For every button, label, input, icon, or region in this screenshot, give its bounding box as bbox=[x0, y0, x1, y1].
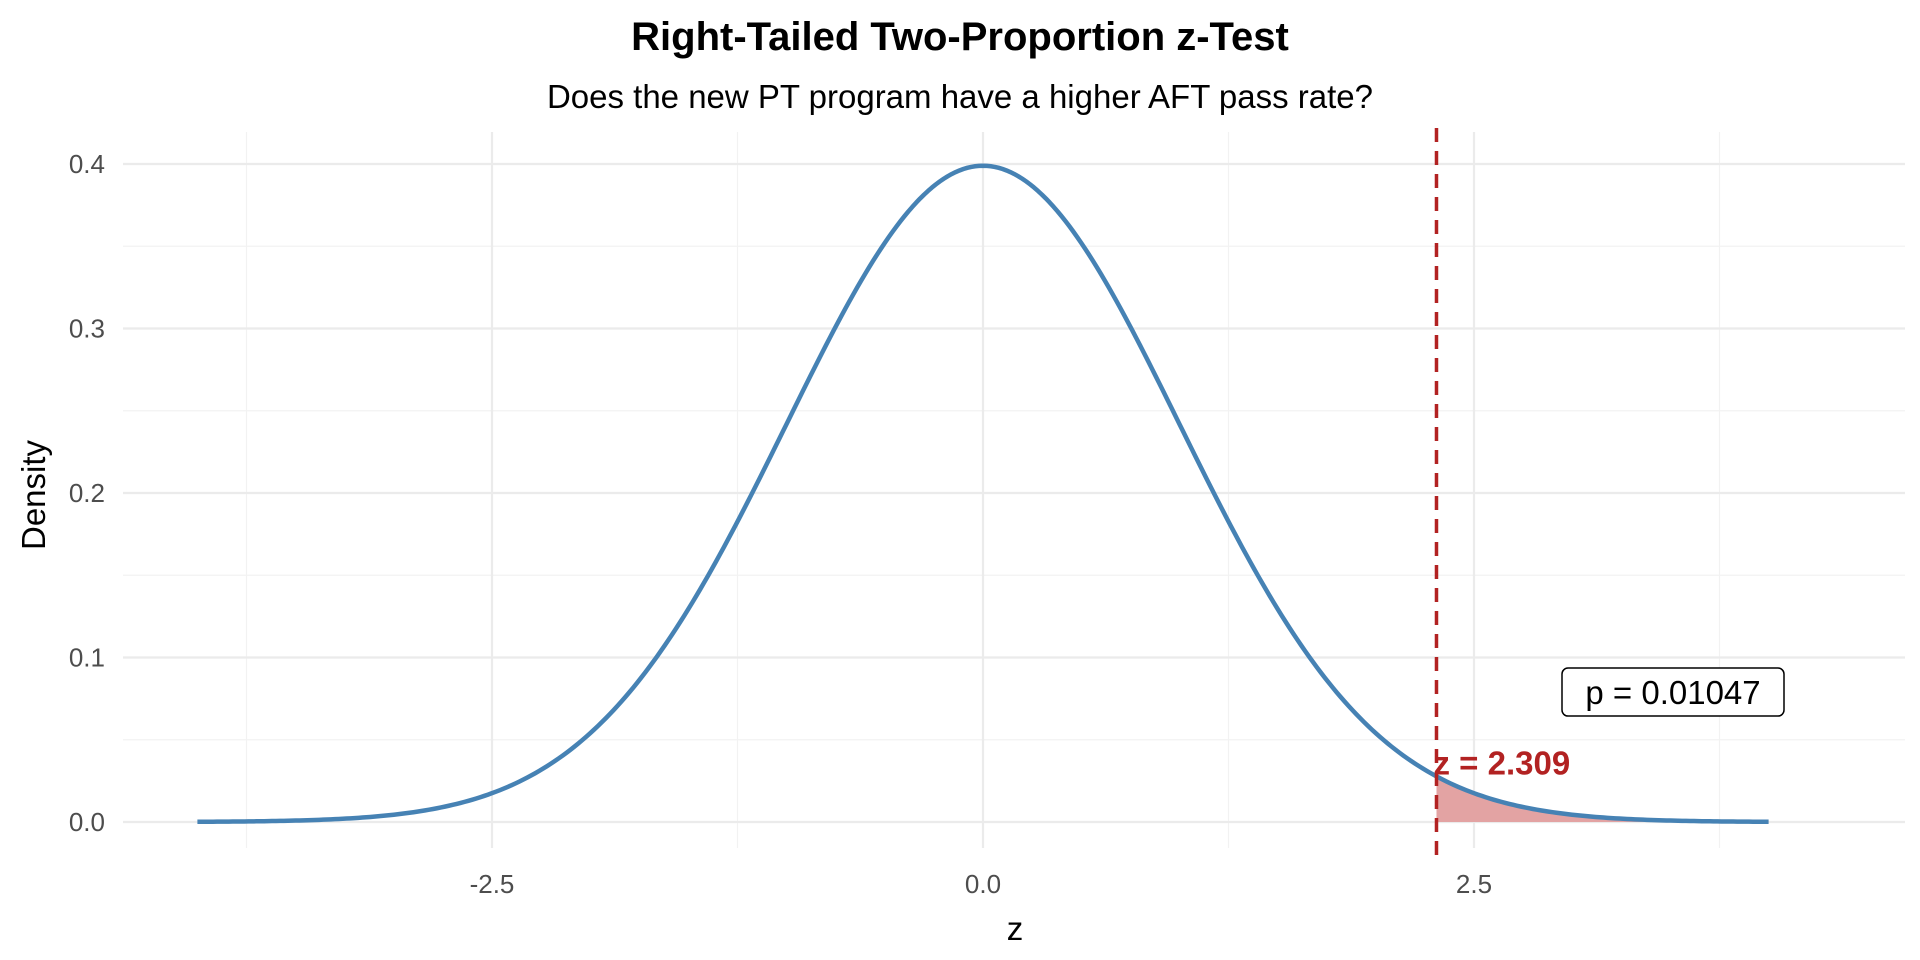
y-tick-label: 0.1 bbox=[69, 643, 105, 673]
y-axis-ticks: 0.0 0.1 0.2 0.3 0.4 bbox=[69, 149, 105, 837]
p-value-box bbox=[1561, 667, 1785, 717]
p-value-label: p = 0.01047 bbox=[1585, 674, 1760, 711]
z-statistic-label: z = 2.309 bbox=[1433, 744, 1570, 781]
x-tick-label: -2.5 bbox=[470, 869, 515, 899]
y-axis-title: Density bbox=[15, 439, 52, 550]
y-tick-label: 0.0 bbox=[69, 807, 105, 837]
y-tick-label: 0.2 bbox=[69, 478, 105, 508]
grid-minor bbox=[123, 132, 1905, 848]
y-tick-label: 0.3 bbox=[69, 314, 105, 344]
x-axis-ticks: -2.5 0.0 2.5 bbox=[470, 869, 1492, 899]
y-tick-label: 0.4 bbox=[69, 149, 105, 179]
chart-title: Right-Tailed Two-Proportion z-Test bbox=[631, 15, 1289, 59]
x-tick-label: 2.5 bbox=[1456, 869, 1492, 899]
density-curve bbox=[197, 163, 1769, 825]
chart-subtitle: Does the new PT program have a higher AF… bbox=[547, 78, 1373, 115]
x-axis-title: z bbox=[1007, 910, 1024, 947]
x-tick-label: 0.0 bbox=[965, 869, 1001, 899]
p-value-tail-area bbox=[1436, 776, 1769, 822]
grid-major bbox=[123, 132, 1905, 848]
